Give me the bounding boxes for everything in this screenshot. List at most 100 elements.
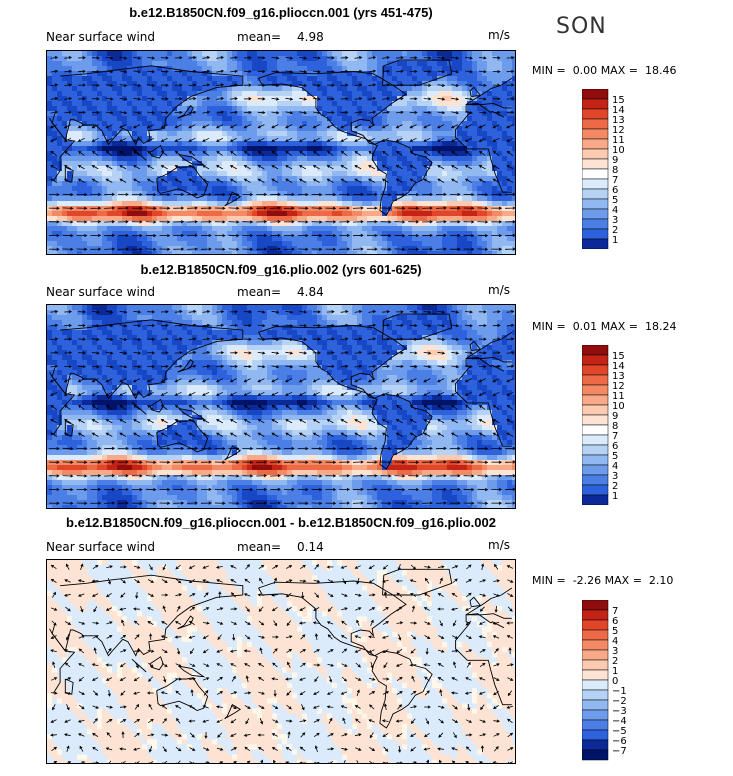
contour-cell xyxy=(282,216,288,222)
contour-cell xyxy=(292,156,298,162)
contour-cell xyxy=(97,320,103,326)
contour-cell xyxy=(442,51,448,57)
contour-cell xyxy=(177,61,183,67)
contour-cell xyxy=(162,315,168,321)
contour-cell xyxy=(182,251,188,254)
contour-cell xyxy=(457,141,463,147)
contour-cell xyxy=(437,71,443,77)
contour-cell xyxy=(372,116,378,122)
contour-cell xyxy=(52,330,58,336)
wind-arrow xyxy=(105,124,113,129)
contour-cell xyxy=(152,305,158,311)
contour-cell xyxy=(137,315,143,321)
contour-cell xyxy=(157,206,163,212)
contour-cell xyxy=(442,131,448,137)
contour-cell xyxy=(132,201,138,207)
contour-cell xyxy=(132,131,138,137)
wind-arrow xyxy=(285,83,294,87)
contour-cell xyxy=(167,241,173,247)
contour-cell xyxy=(357,91,363,97)
wind-arrow xyxy=(230,97,238,101)
contour-cell xyxy=(462,221,468,227)
wind-arrow xyxy=(105,165,113,170)
contour-cell xyxy=(452,236,458,242)
contour-cell xyxy=(367,221,373,227)
contour-cell xyxy=(82,310,88,316)
contour-cell xyxy=(142,330,148,336)
contour-cell xyxy=(407,156,413,162)
contour-cell xyxy=(357,161,363,167)
wind-arrow xyxy=(506,97,515,101)
contour-cell xyxy=(487,236,493,242)
contour-cell xyxy=(72,56,78,62)
contour-cell xyxy=(282,81,288,87)
contour-cell xyxy=(512,216,515,222)
contour-cell xyxy=(232,156,238,162)
contour-cell xyxy=(347,121,353,127)
contour-cell xyxy=(127,236,133,242)
contour-cell xyxy=(262,51,268,57)
contour-cell xyxy=(487,191,493,197)
contour-cell xyxy=(397,226,403,232)
contour-cell xyxy=(442,166,448,172)
contour-cell xyxy=(227,136,233,142)
contour-cell xyxy=(317,131,323,137)
contour-cell xyxy=(227,251,233,254)
contour-cell xyxy=(87,121,93,127)
contour-cell xyxy=(352,315,358,321)
contour-cell xyxy=(127,96,133,102)
contour-cell xyxy=(387,156,393,162)
contour-cell xyxy=(77,236,83,242)
min-value: 0.00 xyxy=(572,64,598,77)
contour-cell xyxy=(232,66,238,72)
contour-cell xyxy=(222,176,228,182)
contour-cell xyxy=(382,325,388,331)
contour-cell xyxy=(282,86,288,92)
contour-cell xyxy=(332,201,338,207)
contour-cell xyxy=(217,181,223,187)
wind-arrow xyxy=(366,206,378,210)
contour-cell xyxy=(272,251,278,254)
contour-cell xyxy=(337,310,343,316)
contour-cell xyxy=(457,116,463,122)
contour-cell xyxy=(162,106,168,112)
contour-cell xyxy=(127,186,133,192)
wind-arrow xyxy=(463,220,475,224)
contour-cell xyxy=(407,86,413,92)
contour-cell xyxy=(512,211,515,217)
contour-cell xyxy=(437,315,443,321)
contour-cell xyxy=(417,111,423,117)
contour-cell xyxy=(227,146,233,152)
contour-cell xyxy=(102,91,108,97)
contour-cell xyxy=(202,66,208,72)
contour-cell xyxy=(232,320,238,326)
contour-cell xyxy=(507,251,513,254)
wind-arrow xyxy=(340,178,348,183)
contour-cell xyxy=(112,320,118,326)
contour-cell xyxy=(187,156,193,162)
contour-cell xyxy=(437,310,443,316)
contour-cell xyxy=(472,156,478,162)
contour-cell xyxy=(422,56,428,62)
contour-cell xyxy=(167,146,173,152)
contour-cell xyxy=(197,310,203,316)
contour-cell xyxy=(122,91,128,97)
contour-cell xyxy=(92,320,98,326)
contour-cell xyxy=(167,246,173,252)
contour-cell xyxy=(237,231,243,237)
contour-cell xyxy=(212,211,218,217)
contour-cell xyxy=(182,101,188,107)
contour-cell xyxy=(352,320,358,326)
contour-cell xyxy=(97,251,103,254)
contour-cell xyxy=(287,211,293,217)
contour-cell xyxy=(277,320,283,326)
wind-arrow xyxy=(91,56,100,60)
contour-cell xyxy=(232,325,238,331)
contour-cell xyxy=(247,116,253,122)
contour-cell xyxy=(157,191,163,197)
contour-cell xyxy=(337,226,343,232)
contour-cell xyxy=(447,251,453,254)
contour-cell xyxy=(287,320,293,326)
contour-cell xyxy=(437,191,443,197)
wind-arrow xyxy=(423,150,431,156)
